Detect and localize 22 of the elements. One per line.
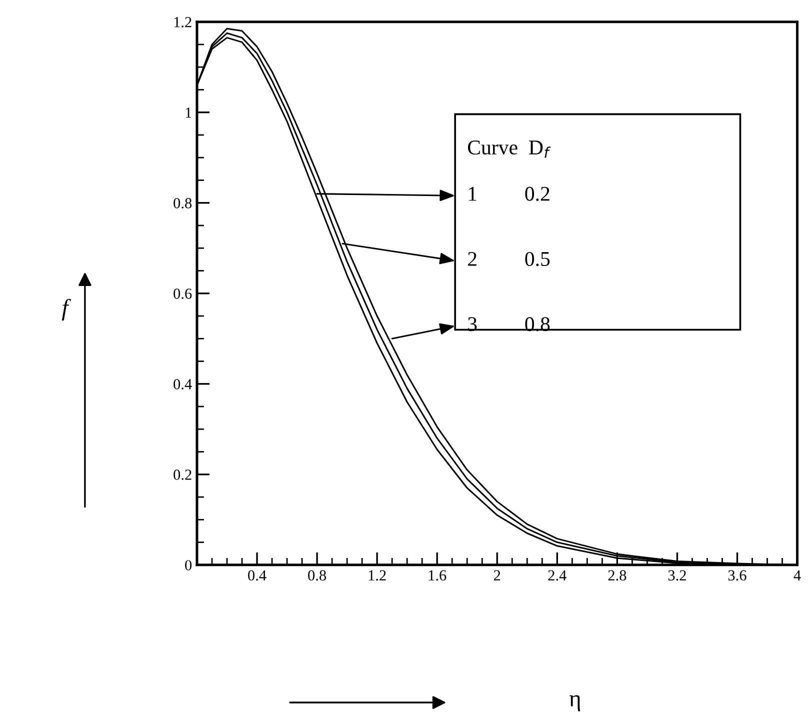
x-tick-label: 0.4 [248,570,266,581]
y-tick-label: 1.2 [174,17,192,28]
y-axis-title: f [62,298,71,321]
x-tick-label: 1.6 [428,570,446,581]
y-tick-label: 0.4 [174,379,192,390]
x-tick-label: 3.2 [668,570,686,581]
x-tick-label: 2.8 [608,570,626,581]
x-axis-title: η [569,695,580,712]
y-tick-label: 0.8 [174,198,192,208]
x-tick-label: 3.6 [728,570,746,581]
annotation: 1 0.2 [468,186,550,201]
x-tick-label: 0.8 [308,570,326,581]
annotation: Curve D$_{f}$ [468,140,551,158]
y-tick-label: 0.6 [174,288,192,299]
y-tick-label: 1 [186,108,192,118]
x-tick-label: 1.2 [368,570,386,581]
y-tick-label: 0.2 [174,470,192,480]
y-tick-label: 0 [185,560,192,570]
annotation: 2 0.5 [468,252,550,266]
x-tick-label: 2 [494,570,500,580]
x-tick-label: 4 [794,570,801,580]
x-tick-label: 2.4 [548,570,566,581]
